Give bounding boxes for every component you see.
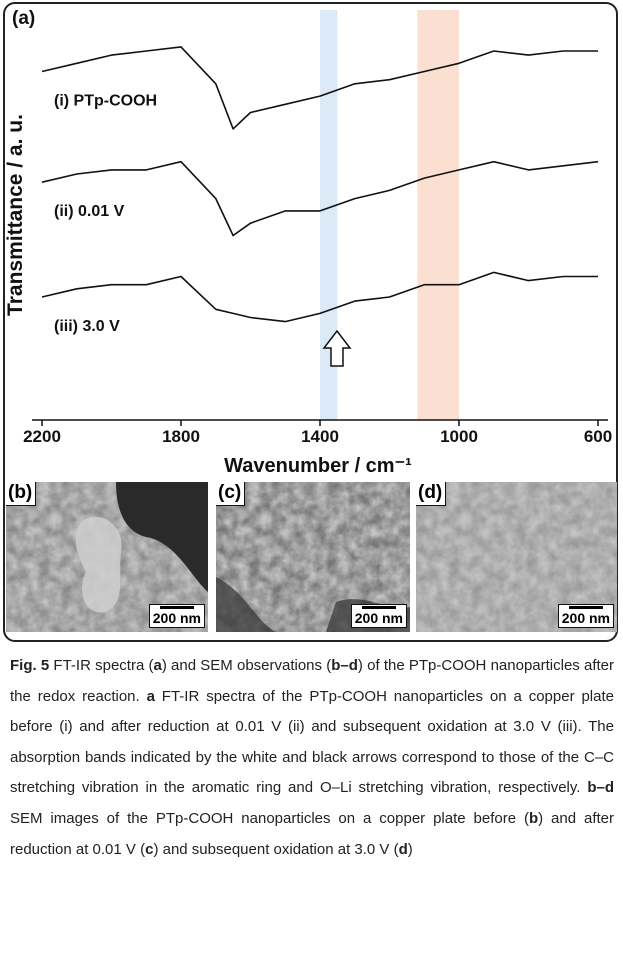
- caption-run: SEM images of the PTp-COOH nanoparticles…: [10, 809, 529, 827]
- sem-image: [416, 482, 617, 632]
- caption-run: a: [146, 687, 155, 705]
- caption-run: b: [528, 809, 539, 827]
- caption-run: d: [398, 840, 408, 858]
- sem-panel: (d) 200 nm: [416, 482, 617, 632]
- sem-label: (c): [216, 482, 246, 506]
- caption-run: a: [153, 657, 162, 674]
- highlight-band: [417, 10, 459, 420]
- sem-panel: (c) 200 nm: [216, 482, 410, 632]
- panel-label: (a): [12, 8, 35, 29]
- caption-run: FT-IR spectra (: [49, 657, 154, 674]
- caption-run: b–d: [331, 657, 358, 674]
- highlight-band: [320, 10, 338, 420]
- scale-text: 200 nm: [152, 610, 201, 626]
- ftir-chart: (a) Transmittance / a. u. Wavenumber / c…: [4, 8, 612, 477]
- x-tick-label: 2200: [23, 427, 61, 446]
- figure-frame: [3, 2, 618, 642]
- caption-run: c: [145, 840, 154, 858]
- scale-bar: 200 nm: [557, 604, 614, 628]
- caption-run: ): [407, 840, 413, 858]
- y-axis-label: Transmittance / a. u.: [4, 114, 27, 316]
- scale-text: 200 nm: [354, 610, 403, 626]
- series-label: (i) PTp-COOH: [54, 93, 157, 110]
- scale-bar: 200 nm: [148, 604, 205, 628]
- caption-run: ) and subsequent oxidation at 3.0 V (: [153, 840, 399, 858]
- figure-caption: Fig. 5 FT-IR spectra (a) and SEM observa…: [10, 651, 614, 865]
- spectrum-line: [41, 46, 598, 130]
- caption-run: ) and after reduction at 0.01 V (: [10, 809, 614, 858]
- x-tick-label: 1000: [440, 427, 478, 446]
- caption-run: FT-IR spectra of the PTp-COOH nanopartic…: [10, 687, 614, 797]
- x-tick-label: 1400: [301, 427, 339, 446]
- x-tick-label: 1800: [162, 427, 200, 446]
- caption-run: ) and SEM observations (: [161, 657, 332, 674]
- sem-label: (d): [416, 482, 447, 506]
- scale-bar: 200 nm: [350, 604, 407, 628]
- spectrum-line: [41, 271, 598, 323]
- caption-run: b–d: [587, 779, 614, 797]
- caption-run: Fig. 5: [10, 657, 50, 674]
- sem-label: (b): [6, 482, 37, 506]
- series-label: (ii) 0.01 V: [54, 203, 125, 220]
- spectrum-line: [41, 160, 599, 237]
- white-arrow: [322, 329, 352, 367]
- x-tick-label: 600: [584, 427, 612, 446]
- scale-text: 200 nm: [561, 610, 610, 626]
- caption-run: ) of the PTp-COOH nanoparticles after th…: [10, 657, 615, 705]
- sem-panel: (b) 200 nm: [6, 482, 208, 632]
- x-axis-label: Wavenumber / cm⁻¹: [224, 455, 412, 477]
- series-label: (iii) 3.0 V: [54, 318, 120, 335]
